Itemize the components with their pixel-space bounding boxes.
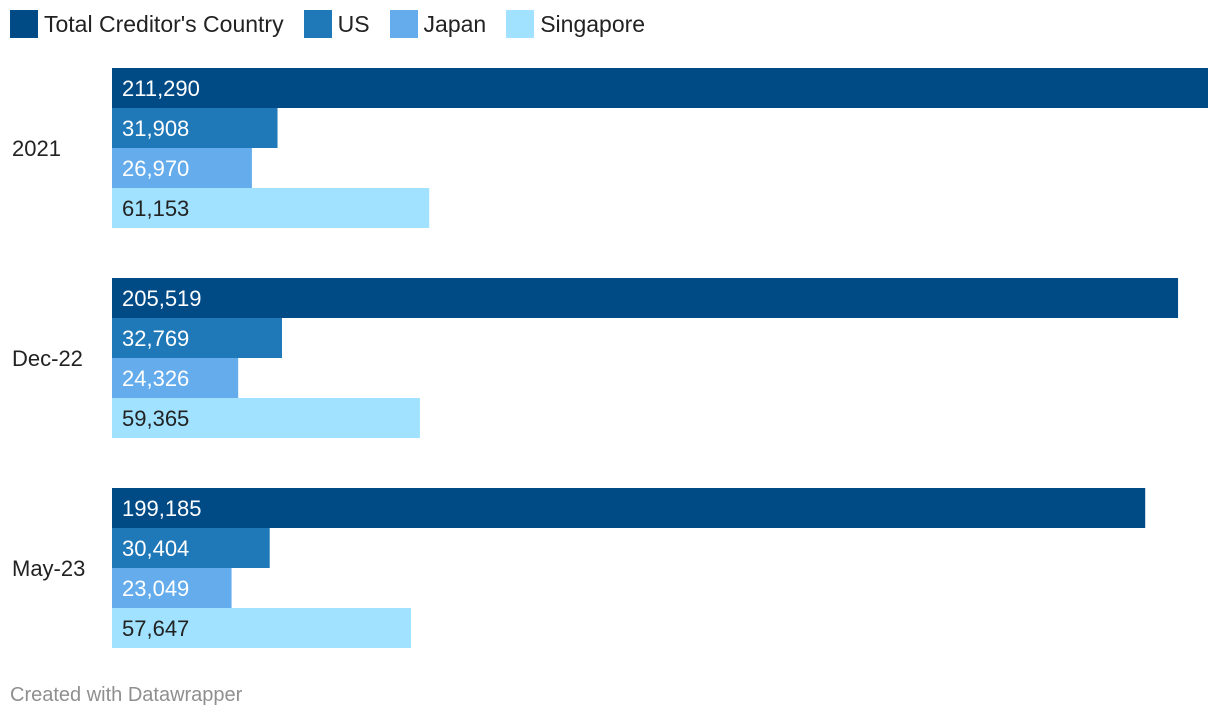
bar-dec-22-singapore [112, 398, 420, 438]
bar-label-may-23-japan: 23,049 [122, 576, 189, 601]
bar-dec-22-us [112, 318, 282, 358]
legend-swatch-singapore [506, 10, 535, 38]
bar-may-23-japan [112, 568, 232, 608]
legend-swatch-total [10, 10, 38, 38]
legend: Total Creditor's Country US Japan Singap… [10, 8, 665, 40]
bar-2021-singapore [112, 188, 430, 228]
legend-item-singapore: Singapore [506, 10, 645, 38]
legend-item-total: Total Creditor's Country [10, 10, 284, 38]
bar-label-dec-22-singapore: 59,365 [122, 406, 189, 431]
bar-2021-japan [112, 148, 252, 188]
bar-label-may-23-singapore: 57,647 [122, 616, 189, 641]
bar-label-2021-total-creditor-s-country: 211,290 [122, 76, 200, 101]
footer-credit: Created with Datawrapper [10, 684, 243, 706]
bar-2021-total-creditor-s-country [112, 68, 1208, 108]
legend-label-singapore: Singapore [540, 10, 646, 37]
bar-dec-22-total-creditor-s-country [112, 278, 1179, 318]
bar-2021-us [112, 108, 278, 148]
bar-label-may-23-us: 30,404 [122, 536, 189, 561]
bar-label-dec-22-us: 32,769 [122, 326, 189, 351]
bar-may-23-singapore [112, 608, 412, 648]
bar-label-2021-japan: 26,970 [122, 156, 189, 181]
legend-item-japan: Japan [389, 10, 487, 38]
legend-swatch-us [303, 10, 332, 38]
bar-label-may-23-total-creditor-s-country: 199,185 [122, 496, 202, 521]
category-label-dec-22: Dec-22 [12, 346, 83, 371]
category-label-2021: 2021 [12, 136, 61, 161]
bar-label-dec-22-japan: 24,326 [122, 366, 189, 391]
category-label-may-23: May-23 [12, 556, 85, 581]
bar-dec-22-japan [112, 358, 239, 398]
legend-swatch-japan [389, 10, 418, 38]
bar-label-2021-singapore: 61,153 [122, 196, 189, 221]
legend-item-us: US [303, 10, 370, 38]
legend-label-japan: Japan [423, 10, 487, 37]
bar-may-23-us [112, 528, 270, 568]
bar-may-23-total-creditor-s-country [112, 488, 1146, 528]
legend-label-us: US [337, 10, 370, 37]
legend-label-total: Total Creditor's Country [44, 10, 284, 37]
bar-label-dec-22-total-creditor-s-country: 205,519 [122, 286, 202, 311]
bar-label-2021-us: 31,908 [122, 116, 189, 141]
